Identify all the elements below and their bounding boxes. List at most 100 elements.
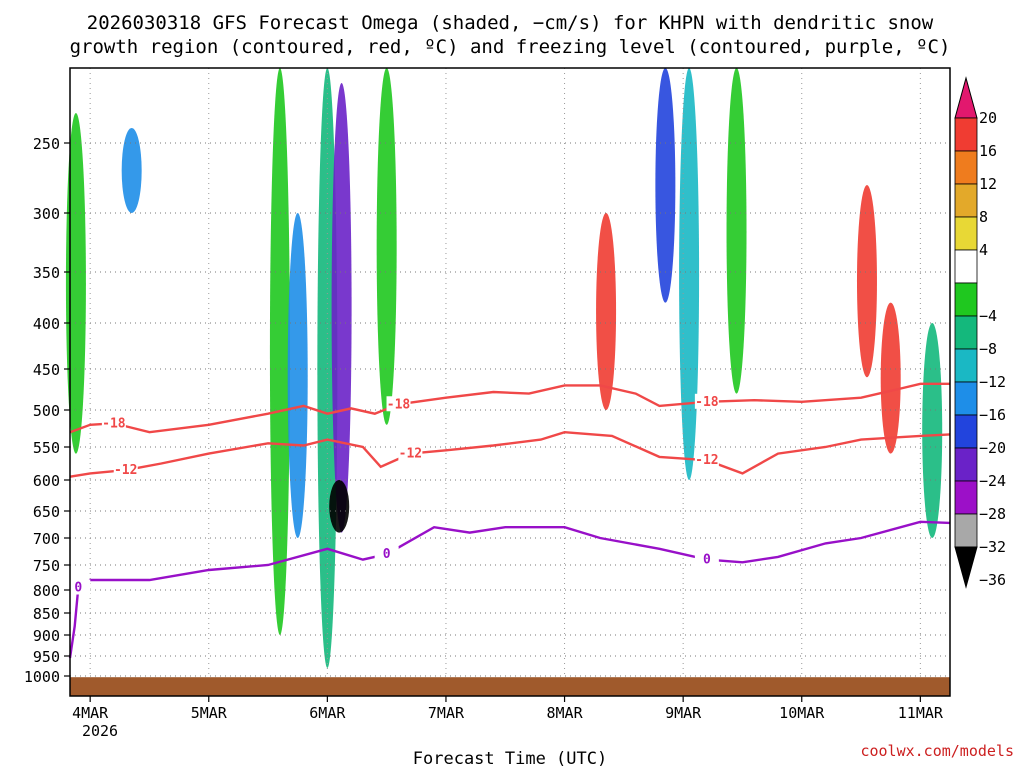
omega-shade-8 bbox=[596, 213, 617, 410]
contour-label-bg-1-0 bbox=[113, 462, 138, 478]
x-tick-label-7: 11MAR bbox=[898, 704, 944, 722]
y-tick-label-12: 850 bbox=[33, 605, 60, 623]
plot-frame bbox=[69, 67, 951, 697]
y-tick-label-15: 1000 bbox=[24, 668, 60, 686]
y-tick-label-10: 750 bbox=[33, 557, 60, 575]
x-tick-label-4: 8MAR bbox=[546, 704, 583, 722]
omega-shade-2 bbox=[269, 68, 290, 635]
y-tick-label-2: 350 bbox=[33, 264, 60, 282]
omega-shade-5 bbox=[331, 82, 352, 533]
colorbar-label-11: −28 bbox=[979, 505, 1006, 523]
colorbar-swatch-3 bbox=[954, 183, 978, 218]
y-axis: 250 300 350 400 450 500 550 600 650 700 750 800 850 9… bbox=[24, 135, 70, 686]
contour-label-0-1: -18 bbox=[387, 397, 411, 412]
contour-label-bg-0-1 bbox=[386, 396, 411, 412]
contour-line-2 bbox=[68, 520, 951, 659]
colorbar-swatch-9 bbox=[954, 381, 978, 416]
colorbar-swatch-5 bbox=[954, 249, 978, 284]
gridlines bbox=[70, 68, 950, 696]
contour-label-bg-2-1 bbox=[374, 546, 399, 562]
colorbar-swatch-6 bbox=[954, 282, 978, 317]
y-tick-label-9: 700 bbox=[33, 530, 60, 548]
colorbar-swatch-11 bbox=[954, 447, 978, 482]
colorbar-swatch-4 bbox=[954, 216, 978, 251]
colorbar-swatch-7 bbox=[954, 315, 978, 350]
contour-line-0 bbox=[69, 382, 950, 434]
contour-label-1-0: -12 bbox=[114, 463, 137, 478]
contour-label-1-2: -12 bbox=[695, 453, 718, 468]
contour-label-bg-2-0 bbox=[66, 579, 91, 595]
colorbar-label-1: 16 bbox=[979, 142, 997, 160]
x-tick-label-3: 7MAR bbox=[428, 704, 465, 722]
omega-shade-7 bbox=[376, 68, 397, 425]
colorbar: 20 16 12 8 4 −4 −8 −12 −16 −20 −24 −28 −32 −36 bbox=[954, 76, 1006, 589]
plot-area bbox=[70, 68, 950, 696]
y-tick-label-3: 400 bbox=[33, 315, 60, 333]
omega-shade-9 bbox=[655, 68, 676, 303]
x-tick-label-1: 5MAR bbox=[191, 704, 228, 722]
colorbar-swatch-13 bbox=[954, 513, 978, 548]
omega-shading bbox=[65, 68, 943, 668]
colorbar-label-2: 12 bbox=[979, 175, 997, 193]
colorbar-swatch-1 bbox=[954, 117, 978, 152]
y-tick-label-14: 950 bbox=[33, 648, 60, 666]
omega-shade-13 bbox=[880, 302, 901, 454]
colorbar-label-10: −24 bbox=[979, 472, 1006, 490]
contour-label-2-0: 0 bbox=[74, 581, 82, 596]
colorbar-label-0: 20 bbox=[979, 109, 997, 127]
credit-link[interactable]: coolwx.com/models bbox=[860, 742, 1014, 760]
y-tick-label-7: 600 bbox=[33, 472, 60, 490]
contour-lines: -18 -18 -18 -12 -12 -12 0 0 0 bbox=[66, 382, 951, 659]
colorbar-label-6: −8 bbox=[979, 340, 997, 358]
omega-shade-6 bbox=[329, 480, 350, 533]
colorbar-swatch-8 bbox=[954, 348, 978, 383]
contour-label-bg-2-2 bbox=[694, 551, 719, 567]
x-axis: 4MAR 5MAR 6MAR 7MAR 8MAR 9MAR 10MAR 11MAR bbox=[72, 696, 944, 722]
y-tick-label-5: 500 bbox=[33, 402, 60, 420]
colorbar-label-12: −32 bbox=[979, 538, 1006, 556]
colorbar-label-7: −12 bbox=[979, 373, 1006, 391]
chart-title-line-1: 2026030318 GFS Forecast Omega (shaded, −… bbox=[87, 12, 934, 34]
colorbar-label-13: −36 bbox=[979, 571, 1006, 589]
x-tick-label-5: 9MAR bbox=[665, 704, 702, 722]
colorbar-swatch-12 bbox=[954, 480, 978, 515]
x-tick-label-6: 10MAR bbox=[779, 704, 825, 722]
x-tick-label-2: 6MAR bbox=[309, 704, 346, 722]
colorbar-label-8: −16 bbox=[979, 406, 1006, 424]
y-tick-label-0: 250 bbox=[33, 135, 60, 153]
y-tick-label-13: 900 bbox=[33, 627, 60, 645]
colorbar-swatch-2 bbox=[954, 150, 978, 185]
omega-shade-10 bbox=[679, 68, 700, 480]
contour-label-0-0: -18 bbox=[102, 416, 126, 431]
contour-label-0-2: -18 bbox=[695, 395, 719, 410]
colorbar-swatch-10 bbox=[954, 414, 978, 449]
omega-shade-1 bbox=[121, 128, 142, 213]
colorbar-arrow-bottom bbox=[954, 546, 978, 589]
chart-title-line-2: growth region (contoured, red, ºC) and f… bbox=[70, 36, 951, 58]
y-tick-label-1: 300 bbox=[33, 205, 60, 223]
contour-label-bg-0-2 bbox=[694, 393, 719, 409]
x-axis-year: 2026 bbox=[82, 722, 118, 740]
colorbar-label-9: −20 bbox=[979, 439, 1006, 457]
omega-shade-11 bbox=[726, 68, 747, 394]
contour-label-bg-1-2 bbox=[694, 452, 719, 468]
colorbar-arrow-top bbox=[954, 76, 978, 119]
omega-shade-14 bbox=[922, 323, 943, 538]
contour-label-1-1: -12 bbox=[399, 447, 422, 462]
y-tick-label-6: 550 bbox=[33, 439, 60, 457]
x-axis-label: Forecast Time (UTC) bbox=[413, 749, 607, 768]
y-tick-label-4: 450 bbox=[33, 361, 60, 379]
omega-shade-12 bbox=[856, 185, 877, 378]
colorbar-label-4: 4 bbox=[979, 241, 988, 259]
colorbar-label-5: −4 bbox=[979, 307, 997, 325]
omega-shade-0 bbox=[65, 112, 86, 454]
contour-label-bg-0-0 bbox=[101, 415, 126, 431]
contour-label-2-2: 0 bbox=[703, 553, 711, 568]
y-tick-label-8: 650 bbox=[33, 503, 60, 521]
colorbar-label-3: 8 bbox=[979, 208, 988, 226]
contour-line-1 bbox=[69, 430, 951, 478]
terrain-ground bbox=[70, 677, 950, 696]
x-tick-label-0: 4MAR bbox=[72, 704, 109, 722]
contour-label-2-1: 0 bbox=[383, 547, 391, 562]
